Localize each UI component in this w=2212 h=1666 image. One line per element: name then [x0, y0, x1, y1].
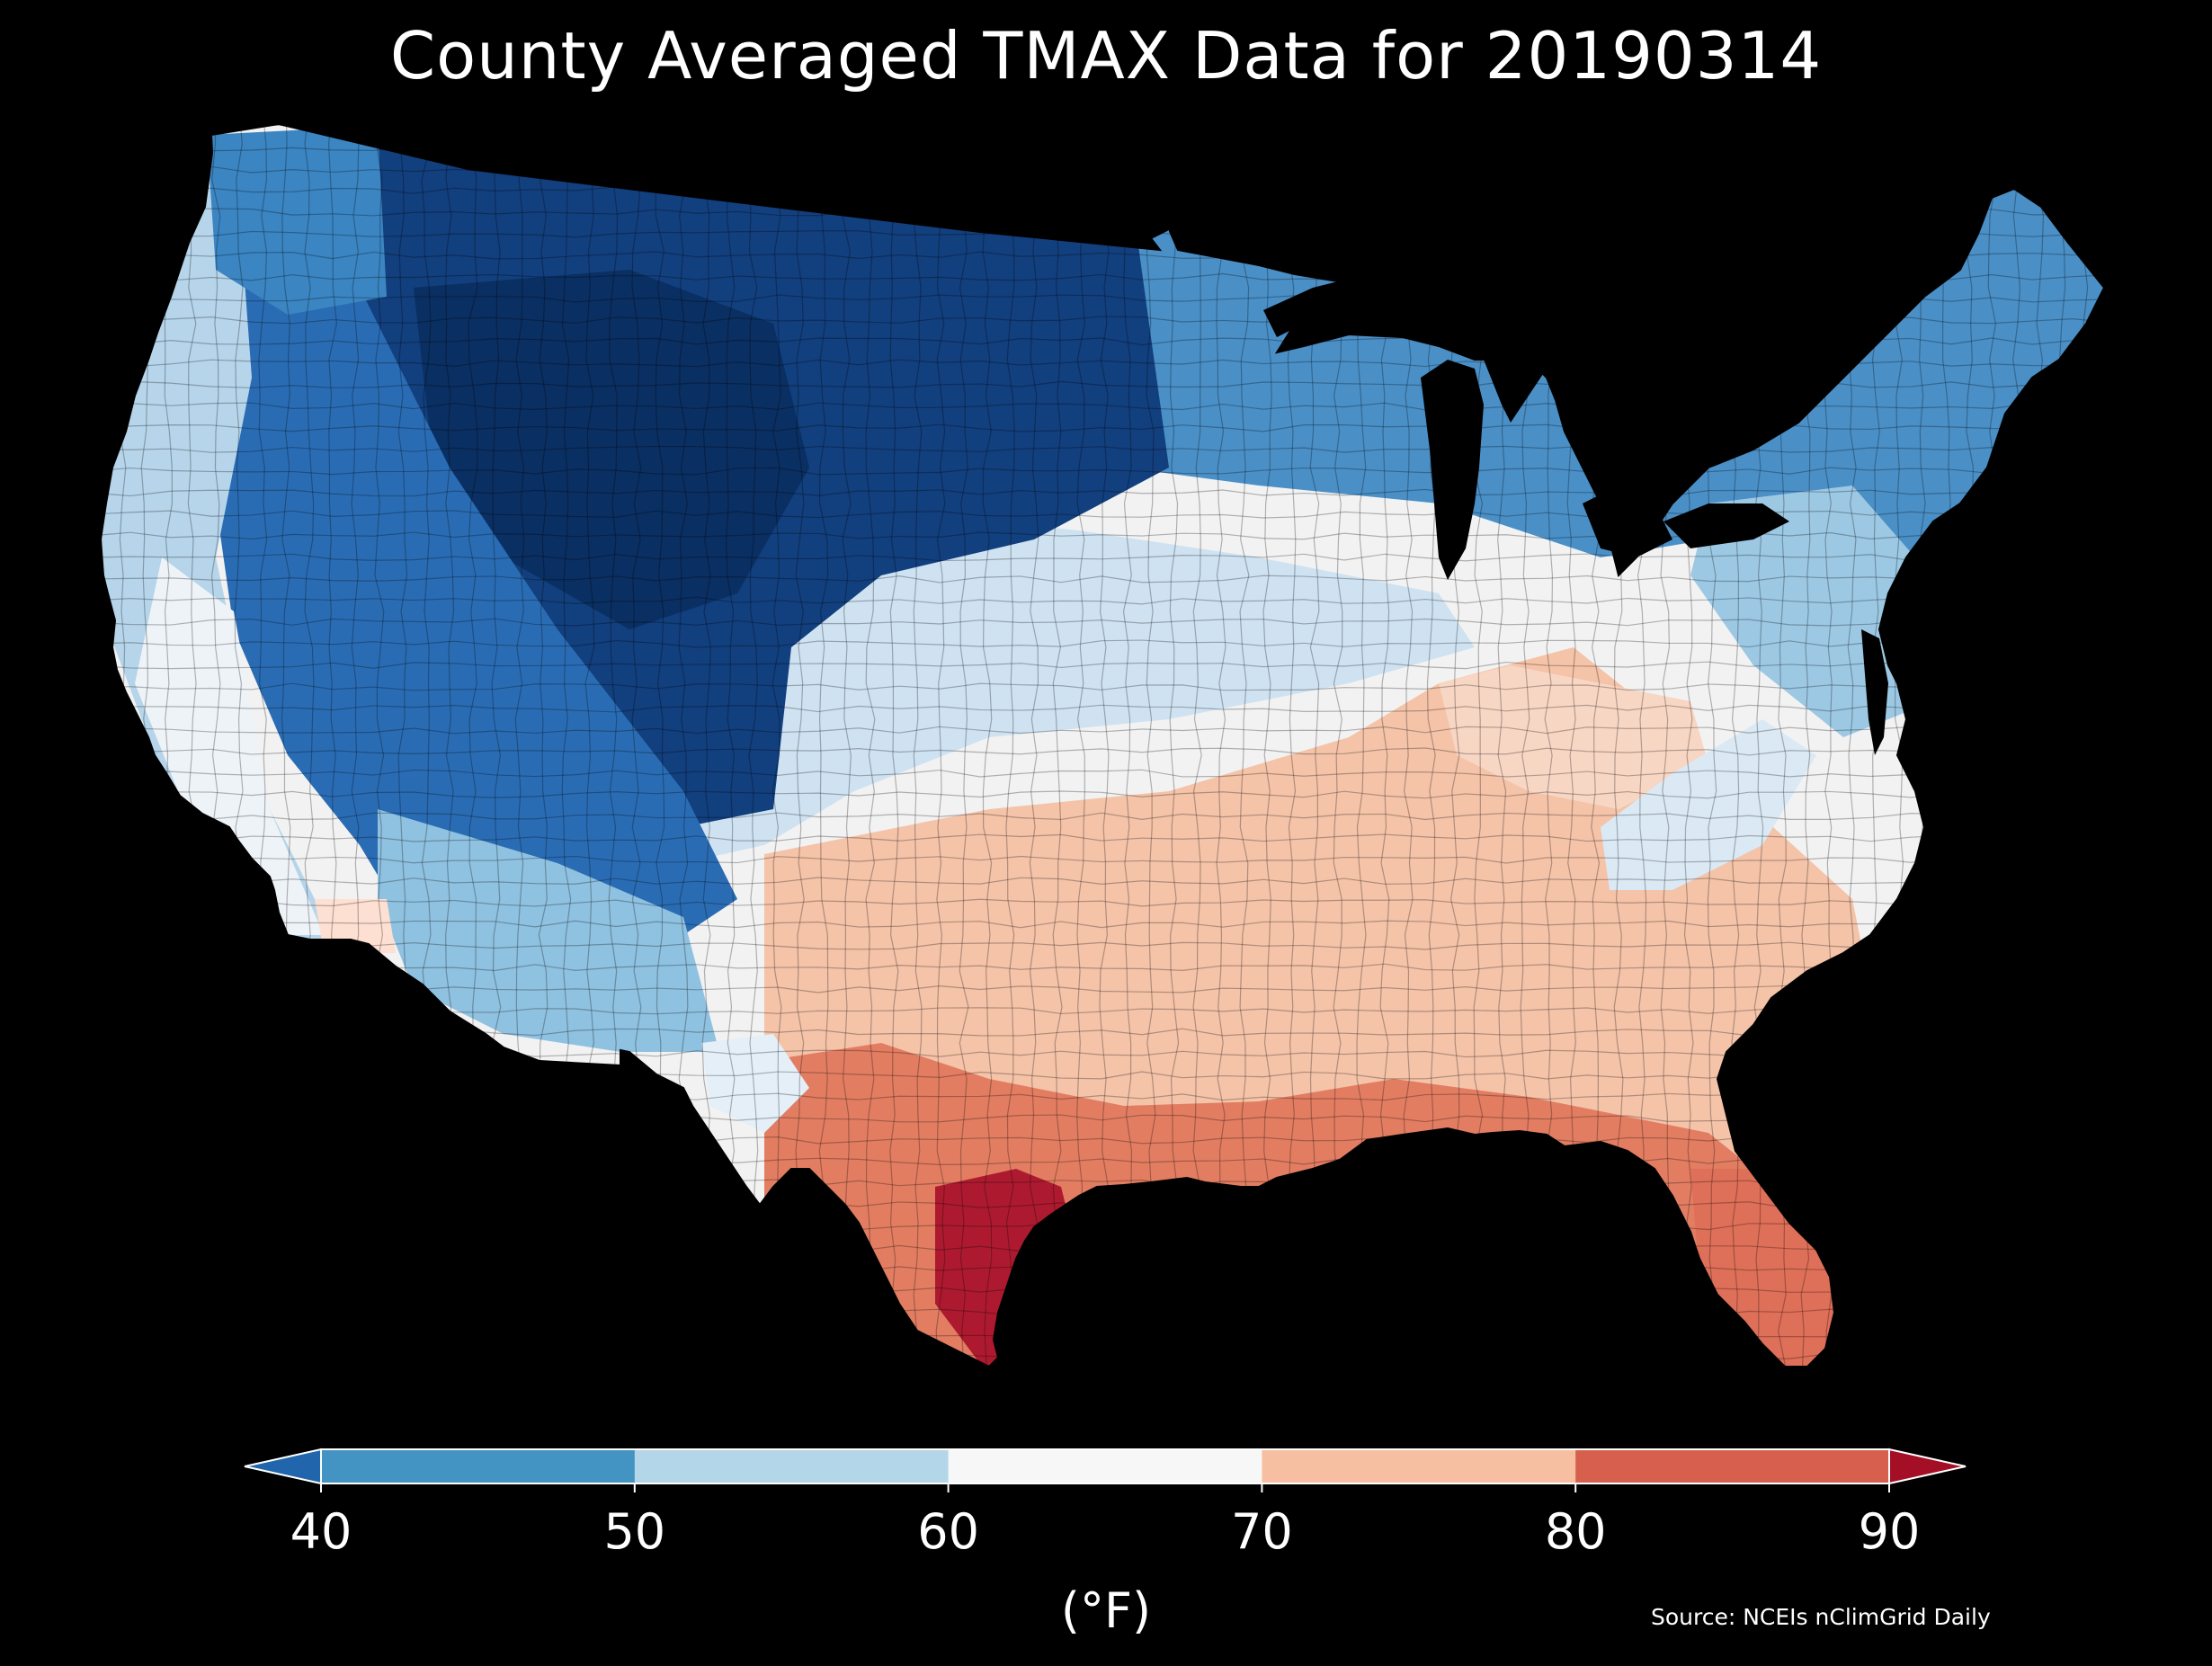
county-border-line [101, 467, 2104, 476]
county-border-line [913, 124, 923, 1367]
county-border-line [101, 445, 2104, 453]
colorbar-bin-60-70 [948, 1449, 1262, 1483]
county-border-line [101, 423, 2104, 432]
colorbar-bin-40-50 [321, 1449, 636, 1483]
county-border-line [865, 124, 876, 1367]
interior-west-zone [216, 288, 737, 971]
county-border-line [101, 510, 2104, 519]
county-border-line [842, 124, 852, 1367]
county-border-line [101, 661, 2104, 670]
county-border-line [101, 833, 2104, 842]
county-border-line [101, 812, 2104, 821]
colorbar-tick-label: 70 [1231, 1503, 1293, 1560]
county-border-line [101, 704, 2104, 713]
california-warm-zone [135, 557, 324, 935]
colorbar-frame [320, 1448, 1890, 1484]
county-border-line [101, 488, 2104, 497]
county-border-line [101, 639, 2104, 648]
county-border-line [101, 769, 2104, 778]
arizona-light-zone [378, 809, 719, 1052]
county-border-line [101, 877, 2104, 885]
county-border-line [935, 124, 946, 1367]
colorbar-bin-50-60 [634, 1449, 950, 1483]
west-texas-light-zone [701, 1034, 809, 1133]
county-border-line [101, 553, 2104, 562]
source-note: Source: NCEIs nClimGrid Daily [1651, 1604, 1991, 1630]
colorbar-extend-max [1888, 1448, 1967, 1485]
core-cold-zone [414, 270, 809, 629]
county-border-line [101, 682, 2104, 691]
colorbar-tick-label: 50 [603, 1503, 665, 1560]
colorbar-bin-80-90 [1575, 1449, 1890, 1483]
colorbar-extend-min [244, 1448, 322, 1485]
county-border-line [982, 124, 993, 1367]
county-border-line [101, 941, 2104, 950]
county-border-line [889, 124, 899, 1367]
county-border-line [101, 531, 2104, 540]
colorbar-tick-label: 90 [1859, 1503, 1921, 1560]
county-border-line [1052, 124, 1063, 1367]
county-border-line [1075, 124, 1086, 1367]
colorbar-tick-label: 40 [290, 1503, 352, 1560]
pacific-northwest-coast-zone [207, 126, 387, 315]
county-border-line [101, 596, 2104, 605]
county-border-line [101, 575, 2104, 584]
county-border-line [748, 124, 759, 1367]
county-border-line [101, 855, 2104, 864]
colorbar-bin-70-80 [1262, 1449, 1576, 1483]
choropleth-map [100, 123, 2105, 1368]
county-border-line [101, 920, 2104, 929]
colorbar-label: (°F) [1061, 1582, 1151, 1639]
county-border-line [101, 747, 2104, 756]
county-border-line [959, 124, 969, 1367]
chesapeake-bay [1861, 629, 1888, 755]
county-border-line [101, 618, 2104, 627]
county-border-line [101, 963, 2104, 972]
great-lakes-water [1263, 274, 1789, 580]
county-border-line [1005, 124, 1015, 1367]
colorbar-tick-label: 60 [917, 1503, 979, 1560]
county-border-line [101, 790, 2104, 799]
county-border-line [101, 898, 2104, 907]
county-border-line [1029, 124, 1039, 1367]
central-plains-cool-zone [683, 512, 1475, 863]
ohio-valley-zone [1439, 665, 1708, 809]
map-title: County Averaged TMAX Data for 20190314 [389, 18, 1823, 94]
appalachian-cool-zone [1601, 719, 1816, 890]
colorbar-tick-label: 80 [1545, 1503, 1607, 1560]
county-border-line [101, 726, 2104, 735]
